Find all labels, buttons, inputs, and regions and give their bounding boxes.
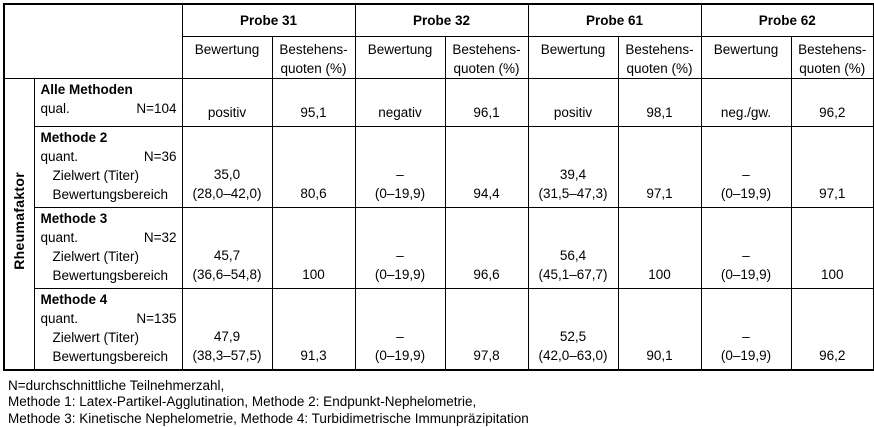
- probe-32-header: Probe 32: [355, 4, 528, 36]
- quote-cell: 97,8: [445, 288, 528, 370]
- quote-cell: 96,2: [791, 78, 874, 126]
- row-title: Methode 2: [41, 128, 177, 147]
- row-type: quant.: [41, 228, 79, 247]
- probe-62-header: Probe 62: [701, 4, 874, 36]
- row-n: N=32: [144, 228, 177, 247]
- footnote-line: Methode 3: Kinetische Nephelometrie, Met…: [8, 411, 874, 427]
- row-type: quant.: [41, 309, 79, 328]
- corner-cell: [4, 4, 182, 78]
- quote-cell: 91,3: [272, 288, 355, 370]
- quote-cell: 100: [272, 207, 355, 288]
- row-title: Methode 4: [41, 290, 177, 309]
- bewertung-cell: – (0–19,9): [701, 126, 791, 207]
- quote-cell: 94,4: [445, 126, 528, 207]
- bewertung-cell: – (0–19,9): [355, 207, 445, 288]
- bewertung-cell: negativ: [355, 78, 445, 126]
- row-zielwert-label: Zielwert (Titer): [41, 328, 177, 347]
- probe-61-header: Probe 61: [528, 4, 701, 36]
- footnote-line: Methode 1: Latex-Partikel-Agglutination,…: [8, 394, 874, 411]
- quote-cell: 96,6: [445, 207, 528, 288]
- row-n: N=104: [136, 99, 176, 118]
- row-bereich-label: Bewertungsbereich: [41, 185, 177, 204]
- row-type: quant.: [41, 147, 79, 166]
- row-label-cell: Methode 4 quant. N=135 Zielwert (Titer) …: [34, 288, 182, 370]
- row-subtitle: quant. N=135: [41, 309, 177, 328]
- bewertung-cell: 56,4 (45,1–67,7): [528, 207, 618, 288]
- bewertung-cell: – (0–19,9): [355, 288, 445, 370]
- subheader-bewertung: Bewertung: [701, 36, 791, 78]
- quote-cell: 100: [791, 207, 874, 288]
- bewertung-cell: – (0–19,9): [701, 207, 791, 288]
- row-bereich-label: Bewertungsbereich: [41, 347, 177, 366]
- quote-cell: 80,6: [272, 126, 355, 207]
- bewertung-cell: 52,5 (42,0–63,0): [528, 288, 618, 370]
- quote-cell: 96,2: [791, 288, 874, 370]
- table-row-methode-3: Methode 3 quant. N=32 Zielwert (Titer) B…: [4, 207, 874, 288]
- row-zielwert-label: Zielwert (Titer): [41, 166, 177, 185]
- subheader-quote: Bestehens- quoten (%): [445, 36, 528, 78]
- table-row-methode-4: Methode 4 quant. N=135 Zielwert (Titer) …: [4, 288, 874, 370]
- quote-cell: 95,1: [272, 78, 355, 126]
- quote-cell: 96,1: [445, 78, 528, 126]
- bewertung-cell: 39,4 (31,5–47,3): [528, 126, 618, 207]
- subheader-quote: Bestehens- quoten (%): [618, 36, 701, 78]
- row-subtitle: quant. N=32: [41, 228, 177, 247]
- row-title: Alle Methoden: [41, 80, 177, 99]
- quote-cell: 97,1: [618, 126, 701, 207]
- bewertung-cell: – (0–19,9): [701, 288, 791, 370]
- row-label-cell: Alle Methoden qual. N=104: [34, 78, 182, 126]
- row-subtitle: qual. N=104: [41, 99, 177, 118]
- table-row-alle-methoden: Rheumafaktor Alle Methoden qual. N=104 p…: [4, 78, 874, 126]
- subheader-quote: Bestehens- quoten (%): [272, 36, 355, 78]
- bewertung-cell: 47,9 (38,3–57,5): [182, 288, 272, 370]
- bewertung-cell: – (0–19,9): [355, 126, 445, 207]
- subheader-bewertung: Bewertung: [528, 36, 618, 78]
- bewertung-cell: 35,0 (28,0–42,0): [182, 126, 272, 207]
- bewertung-cell: positiv: [182, 78, 272, 126]
- subheader-quote: Bestehens- quoten (%): [791, 36, 874, 78]
- bewertung-cell: neg./gw.: [701, 78, 791, 126]
- row-group-label: Rheumafaktor: [4, 78, 34, 370]
- footnotes: N=durchschnittliche Teilnehmerzahl, Meth…: [3, 371, 874, 427]
- row-n: N=36: [144, 147, 177, 166]
- quote-cell: 97,1: [791, 126, 874, 207]
- document-page: Probe 31 Probe 32 Probe 61 Probe 62 Bewe…: [3, 3, 874, 427]
- table-row-methode-2: Methode 2 quant. N=36 Zielwert (Titer) B…: [4, 126, 874, 207]
- row-title: Methode 3: [41, 209, 177, 228]
- results-table: Probe 31 Probe 32 Probe 61 Probe 62 Bewe…: [3, 3, 874, 371]
- subheader-bewertung: Bewertung: [182, 36, 272, 78]
- bewertung-cell: 45,7 (36,6–54,8): [182, 207, 272, 288]
- row-type: qual.: [41, 99, 70, 118]
- probe-31-header: Probe 31: [182, 4, 355, 36]
- row-group-label-text: Rheumafaktor: [10, 172, 29, 270]
- footnote-line: N=durchschnittliche Teilnehmerzahl,: [8, 378, 874, 395]
- row-label-cell: Methode 2 quant. N=36 Zielwert (Titer) B…: [34, 126, 182, 207]
- row-bereich-label: Bewertungsbereich: [41, 266, 177, 285]
- row-subtitle: quant. N=36: [41, 147, 177, 166]
- row-label-cell: Methode 3 quant. N=32 Zielwert (Titer) B…: [34, 207, 182, 288]
- row-zielwert-label: Zielwert (Titer): [41, 247, 177, 266]
- quote-cell: 98,1: [618, 78, 701, 126]
- row-n: N=135: [136, 309, 176, 328]
- quote-cell: 100: [618, 207, 701, 288]
- bewertung-cell: positiv: [528, 78, 618, 126]
- subheader-bewertung: Bewertung: [355, 36, 445, 78]
- quote-cell: 90,1: [618, 288, 701, 370]
